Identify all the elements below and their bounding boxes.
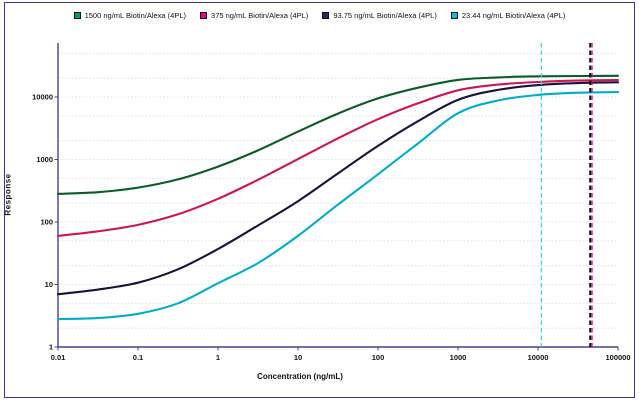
y-axis-title: Response xyxy=(3,173,13,216)
legend-label: 1500 ng/mL Biotin/Alexa (4PL) xyxy=(84,11,187,20)
chart-legend: 1500 ng/mL Biotin/Alexa (4PL) 375 ng/mL B… xyxy=(0,11,639,20)
legend-label: 93.75 ng/mL Biotin/Alexa (4PL) xyxy=(333,11,437,20)
x-tick-label: 10000 xyxy=(528,353,549,362)
legend-marker-icon xyxy=(200,12,208,19)
y-tick-label: 1000 xyxy=(36,155,53,164)
legend-item: 23.44 ng/mL Biotin/Alexa (4PL) xyxy=(450,11,566,20)
y-tick-label: 1 xyxy=(49,343,53,352)
chart-panel xyxy=(4,2,635,398)
x-tick-label: 0.1 xyxy=(133,353,143,362)
x-tick-label: 1 xyxy=(216,353,220,362)
legend-marker-icon xyxy=(322,12,330,19)
series-line-0 xyxy=(56,74,620,195)
y-tick-label: 10 xyxy=(45,280,53,289)
legend-item: 93.75 ng/mL Biotin/Alexa (4PL) xyxy=(322,11,437,20)
series-line-1 xyxy=(56,78,620,237)
x-tick-label: 0.01 xyxy=(51,353,66,362)
x-tick-label: 100 xyxy=(372,353,385,362)
x-tick-label: 1000 xyxy=(450,353,467,362)
legend-label: 23.44 ng/mL Biotin/Alexa (4PL) xyxy=(461,11,566,20)
series-line-3 xyxy=(56,91,620,321)
y-tick-label: 10000 xyxy=(32,93,53,102)
series-line-2 xyxy=(56,81,620,296)
legend-item: 375 ng/mL Biotin/Alexa (4PL) xyxy=(200,11,308,20)
x-tick-label: 100000 xyxy=(605,353,630,362)
x-axis-title: Concentration (ng/mL) xyxy=(257,372,343,381)
legend-marker-icon xyxy=(73,12,81,19)
legend-label: 375 ng/mL Biotin/Alexa (4PL) xyxy=(211,11,309,20)
legend-marker-icon xyxy=(450,12,458,19)
x-tick-label: 10 xyxy=(294,353,302,362)
y-tick-label: 100 xyxy=(40,218,53,227)
legend-item: 1500 ng/mL Biotin/Alexa (4PL) xyxy=(73,11,187,20)
